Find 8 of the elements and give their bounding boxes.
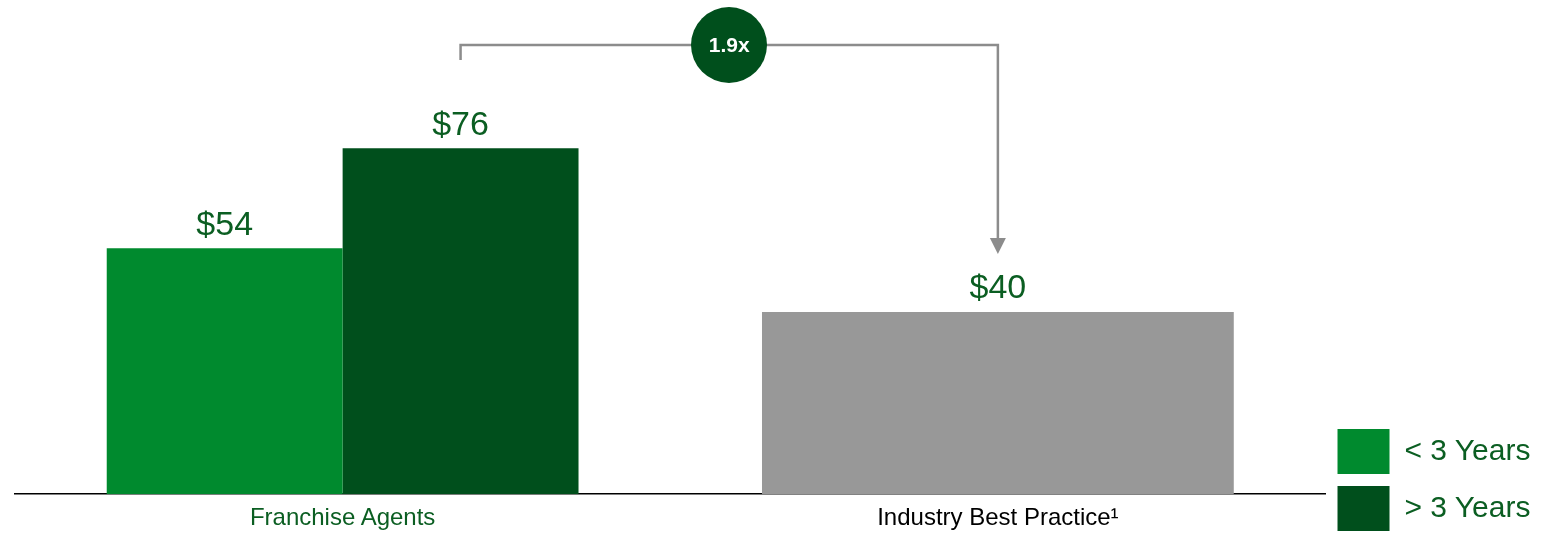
text: 1.9x bbox=[691, 7, 768, 83]
data-label: $40 bbox=[969, 267, 1027, 306]
x-tick-label: Industry Best Practice¹ bbox=[877, 503, 1119, 531]
legend-label: > 3 Years bbox=[1404, 489, 1531, 523]
data-label: $54 bbox=[196, 203, 254, 242]
x-tick-label: Franchise Agents bbox=[249, 503, 436, 531]
data-label: $76 bbox=[432, 103, 489, 142]
legend-label: < 3 Years bbox=[1404, 432, 1531, 466]
